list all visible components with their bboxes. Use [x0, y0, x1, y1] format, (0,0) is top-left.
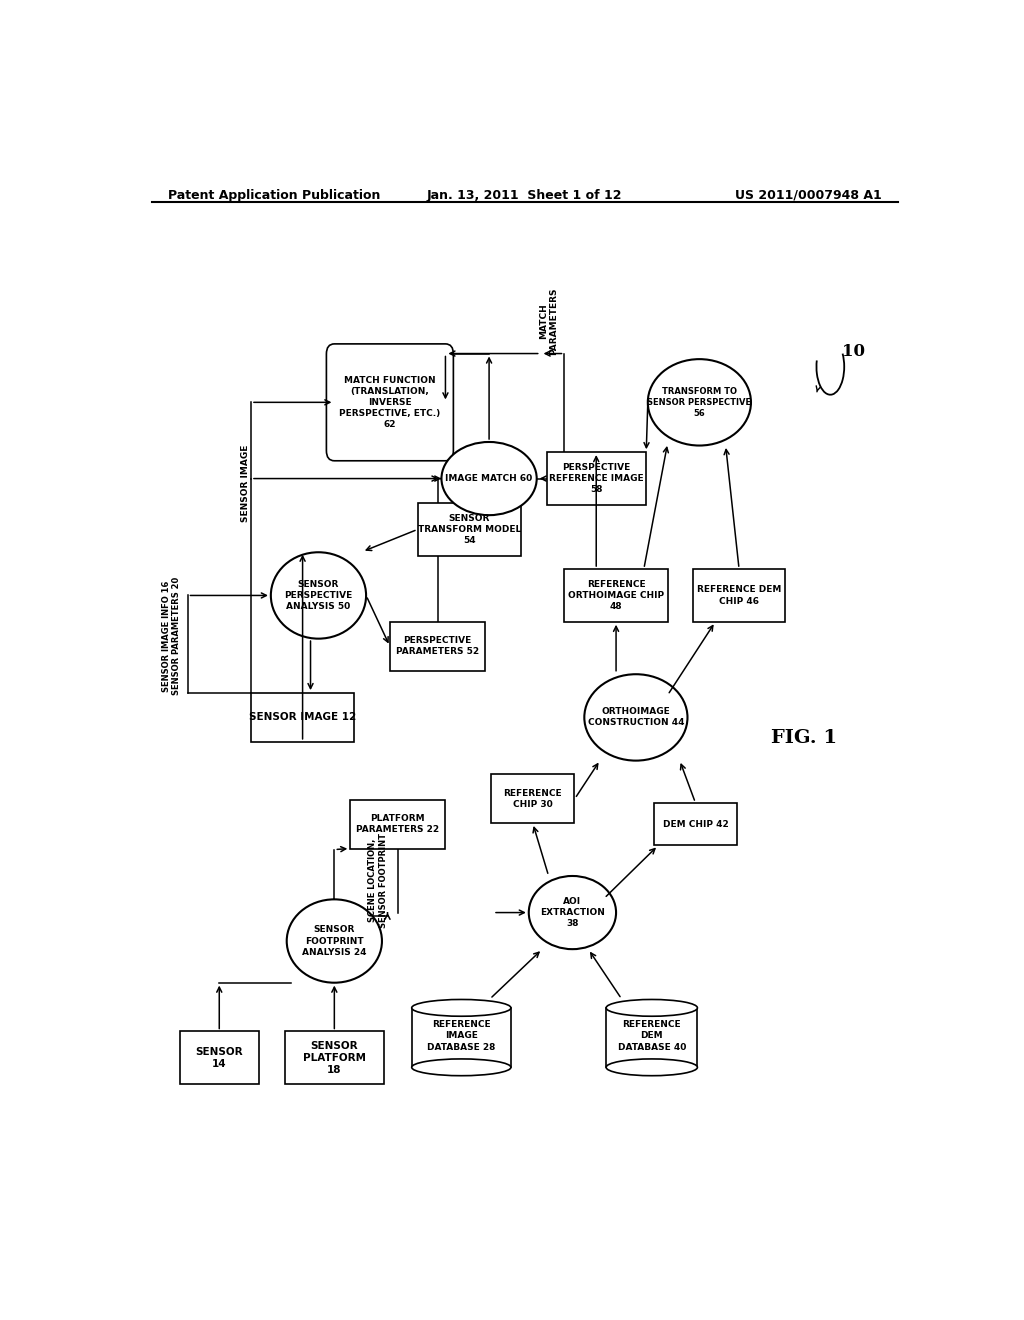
Text: SENSOR
FOOTPRINT
ANALYSIS 24: SENSOR FOOTPRINT ANALYSIS 24 — [302, 925, 367, 957]
Text: Jan. 13, 2011  Sheet 1 of 12: Jan. 13, 2011 Sheet 1 of 12 — [427, 189, 623, 202]
Text: US 2011/0007948 A1: US 2011/0007948 A1 — [735, 189, 882, 202]
Text: ORTHOIMAGE
CONSTRUCTION 44: ORTHOIMAGE CONSTRUCTION 44 — [588, 708, 684, 727]
FancyBboxPatch shape — [564, 569, 668, 622]
FancyBboxPatch shape — [327, 345, 454, 461]
Ellipse shape — [287, 899, 382, 982]
Ellipse shape — [270, 552, 367, 639]
FancyBboxPatch shape — [350, 800, 445, 849]
Text: SENSOR
PLATFORM
18: SENSOR PLATFORM 18 — [303, 1040, 366, 1076]
Text: PLATFORM
PARAMETERS 22: PLATFORM PARAMETERS 22 — [356, 814, 439, 834]
Text: 10: 10 — [842, 343, 865, 360]
Text: REFERENCE
ORTHOIMAGE CHIP
48: REFERENCE ORTHOIMAGE CHIP 48 — [568, 579, 665, 611]
Text: REFERENCE
DEM
DATABASE 40: REFERENCE DEM DATABASE 40 — [617, 1020, 686, 1052]
Text: SENSOR IMAGE 12: SENSOR IMAGE 12 — [249, 713, 356, 722]
Text: IMAGE MATCH 60: IMAGE MATCH 60 — [445, 474, 532, 483]
Text: TRANSFORM TO
SENSOR PERSPECTIVE
56: TRANSFORM TO SENSOR PERSPECTIVE 56 — [647, 387, 752, 418]
Ellipse shape — [648, 359, 751, 446]
FancyBboxPatch shape — [418, 503, 521, 556]
FancyBboxPatch shape — [390, 622, 485, 671]
Bar — [412, 1008, 511, 1068]
Ellipse shape — [441, 442, 537, 515]
Text: SENSOR
PERSPECTIVE
ANALYSIS 50: SENSOR PERSPECTIVE ANALYSIS 50 — [285, 579, 352, 611]
Text: Patent Application Publication: Patent Application Publication — [168, 189, 380, 202]
Ellipse shape — [585, 675, 687, 760]
FancyBboxPatch shape — [547, 453, 646, 506]
Ellipse shape — [528, 876, 616, 949]
FancyBboxPatch shape — [179, 1031, 259, 1084]
Ellipse shape — [412, 1059, 511, 1076]
Text: PERSPECTIVE
REFERENCE IMAGE
58: PERSPECTIVE REFERENCE IMAGE 58 — [549, 463, 643, 494]
Text: PERSPECTIVE
PARAMETERS 52: PERSPECTIVE PARAMETERS 52 — [396, 636, 479, 656]
Text: REFERENCE
CHIP 30: REFERENCE CHIP 30 — [504, 788, 562, 809]
Text: REFERENCE
IMAGE
DATABASE 28: REFERENCE IMAGE DATABASE 28 — [427, 1020, 496, 1052]
Ellipse shape — [412, 999, 511, 1016]
Text: MATCH
PARAMETERS: MATCH PARAMETERS — [539, 288, 558, 355]
Text: SCENE LOCATION,
SENSOR FOOTPRINT: SCENE LOCATION, SENSOR FOOTPRINT — [369, 833, 388, 928]
FancyBboxPatch shape — [285, 1031, 384, 1084]
Ellipse shape — [606, 1059, 697, 1076]
FancyBboxPatch shape — [251, 693, 354, 742]
FancyBboxPatch shape — [492, 775, 574, 824]
FancyBboxPatch shape — [653, 803, 737, 846]
Text: FIG. 1: FIG. 1 — [771, 729, 837, 747]
Bar — [606, 1008, 697, 1068]
Text: SENSOR
TRANSFORM MODEL
54: SENSOR TRANSFORM MODEL 54 — [418, 513, 521, 545]
Text: SENSOR IMAGE INFO 16
SENSOR PARAMETERS 20: SENSOR IMAGE INFO 16 SENSOR PARAMETERS 2… — [162, 577, 181, 696]
Text: SENSOR
14: SENSOR 14 — [196, 1047, 243, 1069]
Text: DEM CHIP 42: DEM CHIP 42 — [663, 820, 728, 829]
Text: REFERENCE DEM
CHIP 46: REFERENCE DEM CHIP 46 — [697, 585, 781, 606]
Text: SENSOR IMAGE: SENSOR IMAGE — [241, 445, 250, 523]
FancyBboxPatch shape — [693, 569, 784, 622]
Text: AOI
EXTRACTION
38: AOI EXTRACTION 38 — [540, 898, 605, 928]
Text: MATCH FUNCTION
(TRANSLATION,
INVERSE
PERSPECTIVE, ETC.)
62: MATCH FUNCTION (TRANSLATION, INVERSE PER… — [339, 376, 440, 429]
Ellipse shape — [606, 999, 697, 1016]
